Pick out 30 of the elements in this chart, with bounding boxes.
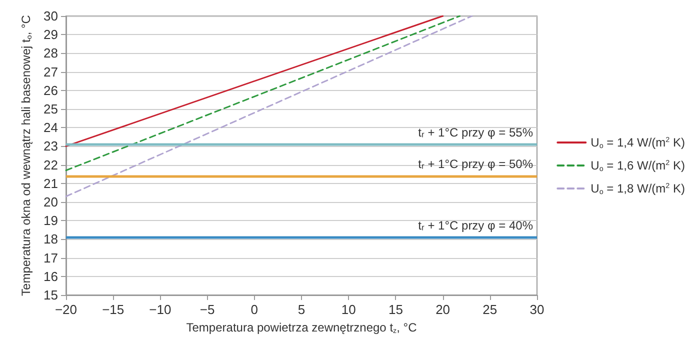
y-tick-label: 25	[44, 102, 58, 116]
x-tick-label: −15	[102, 302, 124, 317]
y-tick-label: 23	[44, 138, 58, 154]
y-tick-label: 30	[44, 8, 58, 24]
y-tick-label: 20	[44, 194, 58, 210]
y-tick-label: 26	[44, 82, 58, 98]
x-tick-label: 20	[436, 302, 450, 317]
x-tick-label: 15	[388, 302, 403, 317]
annotation: tᵣ + 1°C przy φ = 50%	[418, 156, 534, 171]
y-tick-label: 22	[44, 157, 58, 172]
y-tick-label: 24	[44, 120, 58, 136]
y-tick-label: 28	[44, 46, 58, 61]
y-tick-label: 18	[44, 232, 58, 247]
x-tick-label: 25	[482, 302, 498, 317]
x-tick-label: 10	[341, 302, 356, 317]
y-tick-label: 16	[44, 268, 58, 284]
y-tick-label: 15	[44, 288, 58, 302]
y-tick-label: 27	[44, 64, 58, 80]
annotation: tᵣ + 1°C przy φ = 55%	[418, 125, 534, 140]
y-tick-label: 19	[44, 213, 58, 228]
x-tick-label: −5	[200, 302, 215, 317]
x-tick-label: −10	[149, 302, 172, 317]
x-tick-label: 0	[250, 302, 258, 317]
y-tick-label: 17	[44, 250, 58, 266]
x-tick-label: −20	[54, 302, 78, 317]
y-tick-label: 29	[44, 27, 58, 42]
x-tick-label: 5	[298, 302, 306, 317]
y-tick-label: 21	[44, 176, 58, 191]
x-tick-label: 30	[530, 302, 544, 317]
annotation: tᵣ + 1°C przy φ = 40%	[418, 218, 534, 232]
